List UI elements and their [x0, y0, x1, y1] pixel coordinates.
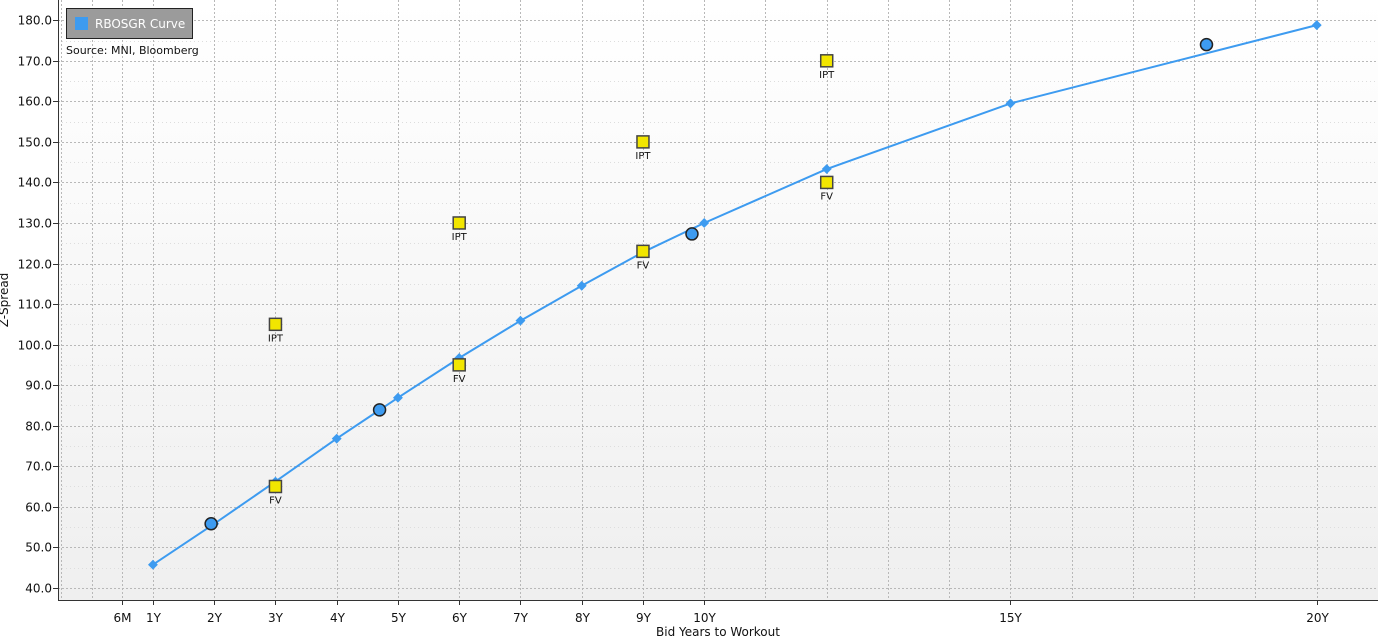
y-tick-label: 100.0	[18, 339, 52, 353]
x-tick-label: 5Y	[391, 611, 407, 625]
y-tick-label: 150.0	[18, 136, 52, 150]
x-tick-label: 4Y	[330, 611, 346, 625]
y-axis-title: Z-Spread	[0, 273, 11, 328]
ipt-label: IPT	[452, 232, 468, 243]
y-tick-label: 130.0	[18, 217, 52, 231]
bond-point	[372, 403, 387, 417]
y-tick-label: 80.0	[25, 420, 52, 434]
source-note: Source: MNI, Bloomberg	[66, 44, 199, 57]
y-tick-label: 90.0	[25, 379, 52, 393]
legend-label: RBOSGR Curve	[95, 17, 185, 31]
x-tick-label: 20Y	[1306, 611, 1329, 625]
curve-point	[576, 280, 587, 291]
x-tick-label: 2Y	[207, 611, 223, 625]
fv-label: FV	[453, 374, 466, 385]
ipt-label: IPT	[635, 151, 651, 162]
y-tick-label: 60.0	[25, 501, 52, 515]
fv-label: FV	[637, 260, 650, 271]
x-tick-label: 10Y	[693, 611, 716, 625]
curve-point	[821, 164, 832, 175]
x-axis-title: Bid Years to Workout	[656, 625, 780, 636]
x-tick-label: 3Y	[268, 611, 284, 625]
curve-point	[1005, 98, 1016, 109]
ipt-label: IPT	[819, 70, 835, 81]
fv-label: FV	[269, 495, 282, 506]
y-tick-label: 180.0	[18, 14, 52, 28]
x-tick-label: 15Y	[999, 611, 1022, 625]
y-tick-label: 50.0	[25, 541, 52, 555]
y-tick-label: 160.0	[18, 95, 52, 109]
x-tick-label: 7Y	[513, 611, 529, 625]
fv-point	[636, 244, 650, 259]
fv-label: FV	[820, 191, 833, 202]
fv-point	[819, 175, 834, 190]
y-tick-label: 70.0	[25, 460, 52, 474]
y-tick-label: 110.0	[18, 298, 52, 312]
fv-point	[268, 479, 283, 494]
fv-point	[452, 358, 466, 372]
curve-point	[393, 392, 403, 403]
ipt-point	[452, 216, 466, 230]
axes: 40.0 50.0 60.0 70.0 80.0 90.0 100.0 110.0 120.0 1…	[18, 0, 1378, 625]
curve-point	[147, 559, 158, 570]
ipt-label: IPT	[268, 333, 284, 344]
y-tick-label: 140.0	[18, 176, 52, 190]
legend-swatch	[75, 17, 88, 30]
bond-point	[1199, 37, 1214, 52]
bond-point	[685, 227, 699, 241]
bond-point	[204, 517, 218, 531]
curve-point	[1311, 20, 1322, 31]
x-tick-label: 9Y	[636, 611, 652, 625]
ipt-point	[268, 317, 283, 332]
legend[interactable]: RBOSGR Curve	[66, 8, 193, 39]
x-tick-label: 8Y	[575, 611, 591, 625]
curve-point	[331, 433, 342, 444]
x-tick-label: 6M	[114, 611, 132, 625]
y-tick-label: 170.0	[18, 55, 52, 69]
x-tick-label: 6Y	[452, 611, 468, 625]
curve-point	[515, 315, 526, 326]
grid	[58, 0, 1378, 600]
ipt-point	[819, 54, 834, 68]
x-tick-label: 1Y	[146, 611, 162, 625]
plot-area	[58, 0, 1378, 600]
y-tick-label: 40.0	[25, 582, 52, 596]
series: IPT IPT IPT IPT FV FV FV FV	[147, 20, 1322, 570]
y-tick-label: 120.0	[18, 258, 52, 272]
ipt-point	[636, 135, 650, 149]
curve-point	[699, 218, 710, 228]
